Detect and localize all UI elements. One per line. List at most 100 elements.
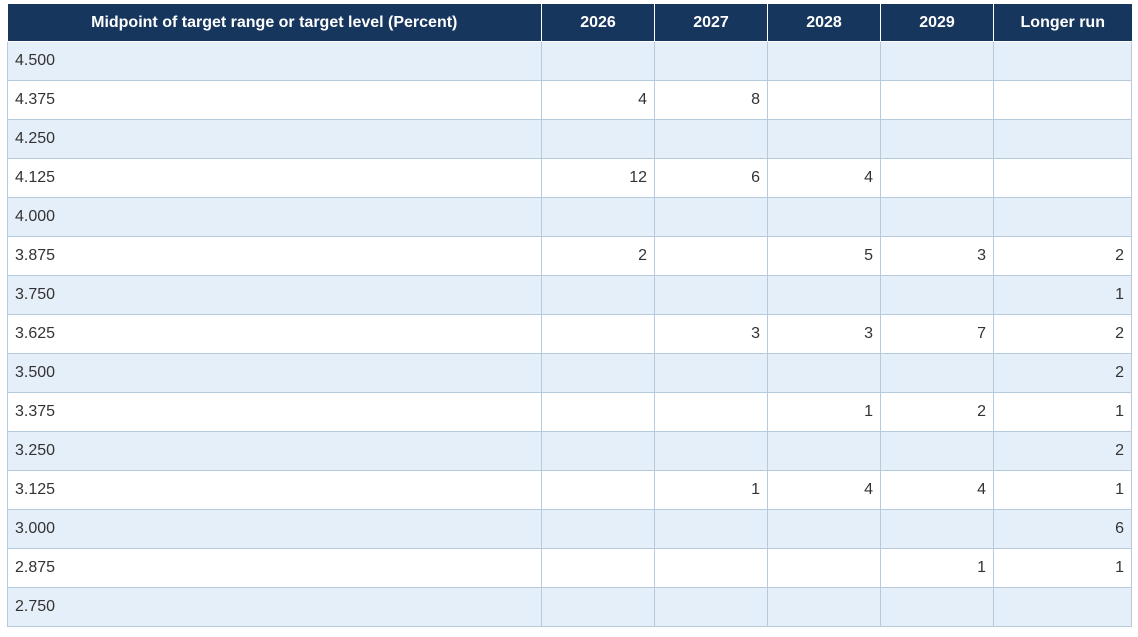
- table-cell: 12: [541, 158, 655, 198]
- table-cell: 5: [767, 236, 881, 276]
- table-cell: [767, 509, 881, 549]
- table-cell: [654, 431, 768, 471]
- table-cell: 1: [993, 392, 1132, 432]
- row-label: 3.125: [7, 470, 542, 510]
- table-cell: [767, 197, 881, 237]
- table-cell: [541, 431, 655, 471]
- row-label: 4.375: [7, 80, 542, 120]
- table-cell: [541, 275, 655, 315]
- table-row: 2.875 1 1: [7, 548, 1132, 588]
- column-header-2028: 2028: [767, 4, 881, 42]
- table-cell: [993, 158, 1132, 198]
- column-header-2029: 2029: [880, 4, 994, 42]
- table-cell: 3: [880, 236, 994, 276]
- table-cell: [880, 275, 994, 315]
- fed-funds-projection-table: Midpoint of target range or target level…: [7, 4, 1132, 627]
- row-label: 3.625: [7, 314, 542, 354]
- table-cell: [767, 431, 881, 471]
- row-label: 4.000: [7, 197, 542, 237]
- table-cell: [880, 197, 994, 237]
- table-cell: 1: [767, 392, 881, 432]
- table-cell: 1: [993, 470, 1132, 510]
- row-label: 3.750: [7, 275, 542, 315]
- row-label: 4.250: [7, 119, 542, 159]
- table-cell: 6: [993, 509, 1132, 549]
- row-label: 3.375: [7, 392, 542, 432]
- table-cell: [767, 548, 881, 588]
- table-cell: 3: [654, 314, 768, 354]
- table-row: 4.250: [7, 119, 1132, 159]
- row-label: 3.250: [7, 431, 542, 471]
- table-row: 3.000 6: [7, 509, 1132, 549]
- table-cell: 2: [993, 353, 1132, 393]
- row-label: 3.500: [7, 353, 542, 393]
- row-label: 3.000: [7, 509, 542, 549]
- column-header-2027: 2027: [654, 4, 768, 42]
- table-cell: 2: [541, 236, 655, 276]
- table-cell: [767, 275, 881, 315]
- column-header-midpoint: Midpoint of target range or target level…: [7, 4, 542, 42]
- table-cell: [654, 236, 768, 276]
- table-cell: [541, 548, 655, 588]
- table-cell: [880, 431, 994, 471]
- table-row: 4.125 12 6 4: [7, 158, 1132, 198]
- header-row: Midpoint of target range or target level…: [7, 4, 1132, 42]
- table-cell: 7: [880, 314, 994, 354]
- table-row: 3.375 1 2 1: [7, 392, 1132, 432]
- table-cell: 1: [993, 275, 1132, 315]
- table-cell: [541, 587, 655, 627]
- table-row: 3.250 2: [7, 431, 1132, 471]
- table-cell: 3: [767, 314, 881, 354]
- table-cell: [654, 587, 768, 627]
- table-cell: [993, 197, 1132, 237]
- table-row: 2.750: [7, 587, 1132, 627]
- table-cell: [541, 470, 655, 510]
- table-cell: 1: [880, 548, 994, 588]
- table-cell: 2: [993, 236, 1132, 276]
- table-row: 3.125 1 4 4 1: [7, 470, 1132, 510]
- table-cell: 4: [541, 80, 655, 120]
- table-row: 3.500 2: [7, 353, 1132, 393]
- table-cell: [654, 119, 768, 159]
- table-row: 3.875 2 5 3 2: [7, 236, 1132, 276]
- table-cell: 2: [993, 431, 1132, 471]
- table-row: 4.375 4 8: [7, 80, 1132, 120]
- table-cell: [767, 587, 881, 627]
- table-cell: [654, 548, 768, 588]
- table-cell: [541, 119, 655, 159]
- table-cell: [541, 392, 655, 432]
- table-cell: [880, 353, 994, 393]
- table-cell: [880, 41, 994, 81]
- table-cell: [767, 119, 881, 159]
- row-label: 4.500: [7, 41, 542, 81]
- table-cell: [541, 509, 655, 549]
- table-row: 4.500: [7, 41, 1132, 81]
- table-cell: [767, 353, 881, 393]
- table-cell: 4: [767, 470, 881, 510]
- table-cell: [993, 119, 1132, 159]
- table-cell: [880, 587, 994, 627]
- table-cell: [654, 197, 768, 237]
- table-cell: [880, 158, 994, 198]
- table-cell: 4: [880, 470, 994, 510]
- row-label: 4.125: [7, 158, 542, 198]
- table-row: 4.000: [7, 197, 1132, 237]
- table-cell: [541, 197, 655, 237]
- table-row: 3.750 1: [7, 275, 1132, 315]
- table-cell: [993, 41, 1132, 81]
- table-cell: 6: [654, 158, 768, 198]
- table-cell: [767, 80, 881, 120]
- table-cell: [993, 587, 1132, 627]
- table-cell: [880, 80, 994, 120]
- table-cell: 2: [993, 314, 1132, 354]
- table-cell: 1: [654, 470, 768, 510]
- table-cell: [993, 80, 1132, 120]
- data-table-container: Midpoint of target range or target level…: [7, 4, 1132, 627]
- row-label: 2.875: [7, 548, 542, 588]
- table-cell: [541, 353, 655, 393]
- column-header-2026: 2026: [541, 4, 655, 42]
- column-header-longer-run: Longer run: [993, 4, 1132, 42]
- table-header: Midpoint of target range or target level…: [7, 4, 1132, 42]
- table-cell: 1: [993, 548, 1132, 588]
- table-cell: [654, 41, 768, 81]
